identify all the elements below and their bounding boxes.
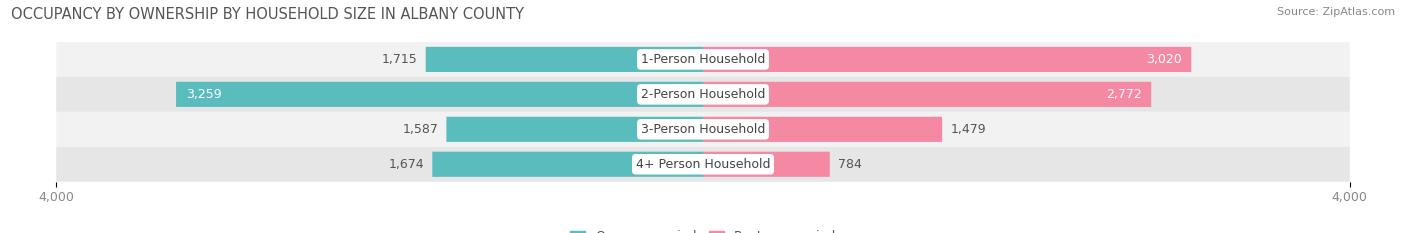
Text: 2-Person Household: 2-Person Household: [641, 88, 765, 101]
FancyBboxPatch shape: [56, 112, 1350, 147]
FancyBboxPatch shape: [176, 82, 703, 107]
FancyBboxPatch shape: [703, 47, 1191, 72]
Text: 1,587: 1,587: [402, 123, 439, 136]
Text: Source: ZipAtlas.com: Source: ZipAtlas.com: [1277, 7, 1395, 17]
Text: OCCUPANCY BY OWNERSHIP BY HOUSEHOLD SIZE IN ALBANY COUNTY: OCCUPANCY BY OWNERSHIP BY HOUSEHOLD SIZE…: [11, 7, 524, 22]
Text: 1,479: 1,479: [950, 123, 986, 136]
Text: 1,674: 1,674: [388, 158, 425, 171]
FancyBboxPatch shape: [56, 77, 1350, 112]
Text: 3,259: 3,259: [186, 88, 221, 101]
Text: 1,715: 1,715: [382, 53, 418, 66]
FancyBboxPatch shape: [703, 117, 942, 142]
FancyBboxPatch shape: [432, 152, 703, 177]
Text: 1-Person Household: 1-Person Household: [641, 53, 765, 66]
Text: 2,772: 2,772: [1105, 88, 1142, 101]
Legend: Owner-occupied, Renter-occupied: Owner-occupied, Renter-occupied: [565, 225, 841, 233]
FancyBboxPatch shape: [56, 147, 1350, 182]
Text: 4+ Person Household: 4+ Person Household: [636, 158, 770, 171]
FancyBboxPatch shape: [703, 152, 830, 177]
FancyBboxPatch shape: [703, 82, 1152, 107]
FancyBboxPatch shape: [446, 117, 703, 142]
Text: 3,020: 3,020: [1146, 53, 1181, 66]
FancyBboxPatch shape: [56, 42, 1350, 77]
FancyBboxPatch shape: [426, 47, 703, 72]
Text: 3-Person Household: 3-Person Household: [641, 123, 765, 136]
Text: 784: 784: [838, 158, 862, 171]
